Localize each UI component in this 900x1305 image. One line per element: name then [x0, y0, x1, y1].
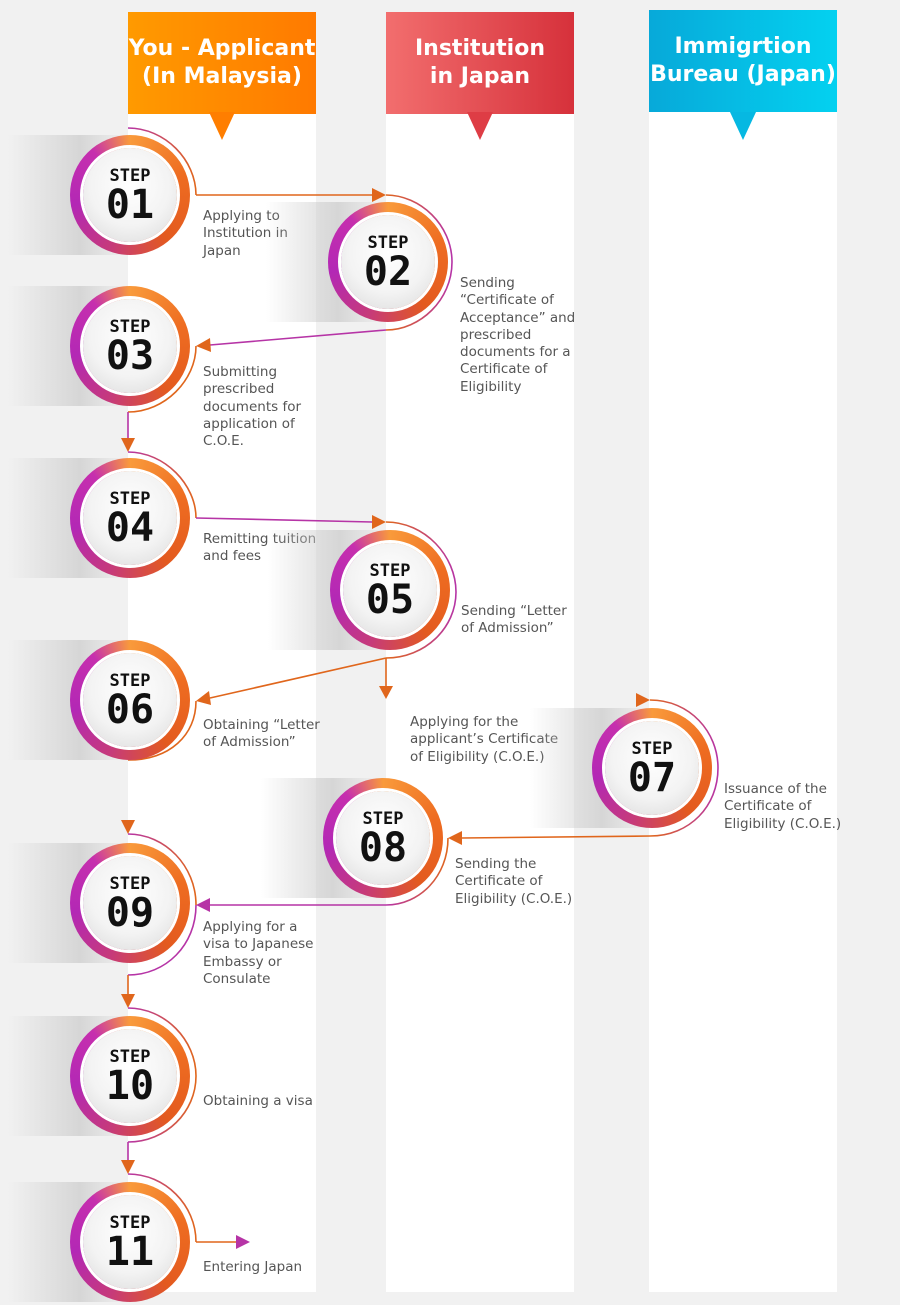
lane-title-line1: Institution: [414, 36, 545, 61]
step-number: 07: [627, 755, 677, 801]
lane-title-line2: (In Malaysia): [142, 64, 302, 89]
arc-step-03: [127, 345, 197, 413]
step-label: STEP: [109, 671, 151, 691]
step-label: STEP: [631, 739, 673, 759]
step-05-description: Sending “Letter of Admission”: [461, 603, 567, 637]
arc-step-07: [649, 699, 719, 837]
step-07: STEP 07: [530, 708, 712, 828]
step-10: STEP 10: [8, 1016, 190, 1136]
step-09-description: Applying for a visa to Japanese Embassy …: [203, 919, 314, 987]
step-number: 11: [105, 1229, 155, 1275]
step-number: 03: [105, 333, 155, 379]
arc-step-08: [385, 837, 449, 906]
step-08-description: Sending the Certificate of Eligibility (…: [455, 856, 573, 907]
step-label: STEP: [362, 809, 404, 829]
step-08: STEP 08: [261, 778, 443, 898]
step-label: STEP: [367, 233, 409, 253]
lane-pointer-icon: [730, 112, 756, 140]
step-label: STEP: [109, 317, 151, 337]
step-06: STEP 06: [8, 640, 190, 760]
step-number: 09: [105, 890, 155, 936]
step-04: STEP 04: [8, 458, 190, 578]
arc-step-06: [127, 700, 197, 761]
step-11: STEP 11: [8, 1182, 190, 1302]
arrowhead-icon: [636, 693, 650, 707]
arrowhead-icon: [236, 1235, 250, 1249]
step-05: STEP 05: [268, 530, 450, 650]
lane-title-line1: Immigrtion: [674, 34, 812, 59]
step-03-description: Submitting prescribed documents for appl…: [203, 364, 302, 450]
arc-step-01: [127, 127, 197, 196]
step-number: 01: [105, 182, 155, 228]
arc-step-11: [127, 1173, 197, 1243]
arc-step-10: [127, 1007, 197, 1143]
step-number: 04: [105, 505, 155, 551]
step-09: STEP 09: [8, 843, 190, 963]
step-01: STEP 01: [8, 135, 190, 255]
lane-pointer-icon: [209, 112, 235, 140]
arrowhead-icon: [121, 820, 135, 834]
arrowhead-icon: [372, 515, 386, 529]
connector-02-03: [209, 329, 387, 346]
step-11-description: Entering Japan: [203, 1259, 303, 1275]
arrowhead-icon: [372, 188, 386, 202]
arrowhead-icon: [196, 898, 210, 912]
arc-step-04: [127, 451, 197, 519]
arrowhead-icon: [121, 1160, 135, 1174]
arc-step-09-top: [127, 833, 197, 906]
arrowhead-icon: [121, 994, 135, 1008]
step-label: STEP: [109, 166, 151, 186]
step-number: 06: [105, 687, 155, 733]
arrowhead-icon: [379, 686, 393, 699]
lane-title-line1: You - Applicant: [128, 36, 316, 61]
lane-title-line2: in Japan: [429, 64, 531, 89]
connector-05-07-label: Applying for the applicant’s Certificate…: [410, 714, 559, 765]
arrowhead-icon: [196, 691, 211, 705]
step-number: 08: [358, 825, 408, 871]
arrowhead-icon: [196, 338, 211, 352]
lane-header-applicant: You - Applicant (In Malaysia): [128, 12, 316, 114]
step-label: STEP: [109, 1047, 151, 1067]
step-10-description: Obtaining a visa: [203, 1093, 313, 1109]
step-06-description: Obtaining “Letter of Admission”: [203, 717, 320, 751]
arc-step-02: [385, 194, 453, 331]
step-label: STEP: [109, 1213, 151, 1233]
lane-header-institution: Institution in Japan: [386, 12, 574, 114]
arc-step-05: [385, 521, 457, 659]
step-label: STEP: [109, 874, 151, 894]
arc-step-09: [127, 904, 197, 976]
lane-header-immigration: Immigrtion Bureau (Japan): [649, 10, 837, 112]
step-03: STEP 03: [8, 286, 190, 406]
lane-immigration: Immigrtion Bureau (Japan): [649, 10, 837, 1292]
lane-title-line2: Bureau (Japan): [650, 62, 836, 87]
step-07-description: Issuance of the Certificate of Eligibili…: [724, 781, 842, 832]
step-02: STEP 02: [266, 202, 448, 322]
step-number: 05: [365, 577, 415, 623]
step-label: STEP: [369, 561, 411, 581]
step-label: STEP: [109, 489, 151, 509]
step-number: 10: [105, 1063, 155, 1109]
arrowhead-icon: [121, 438, 135, 452]
connector-05-06: [209, 657, 387, 699]
step-02-description: Sending “Certificate of Acceptance” and …: [460, 275, 576, 395]
step-number: 02: [363, 249, 413, 295]
connector-04-05: [195, 517, 373, 523]
arrowhead-icon: [448, 831, 462, 845]
connector-07-08: [461, 835, 651, 839]
lane-pointer-icon: [467, 112, 493, 140]
